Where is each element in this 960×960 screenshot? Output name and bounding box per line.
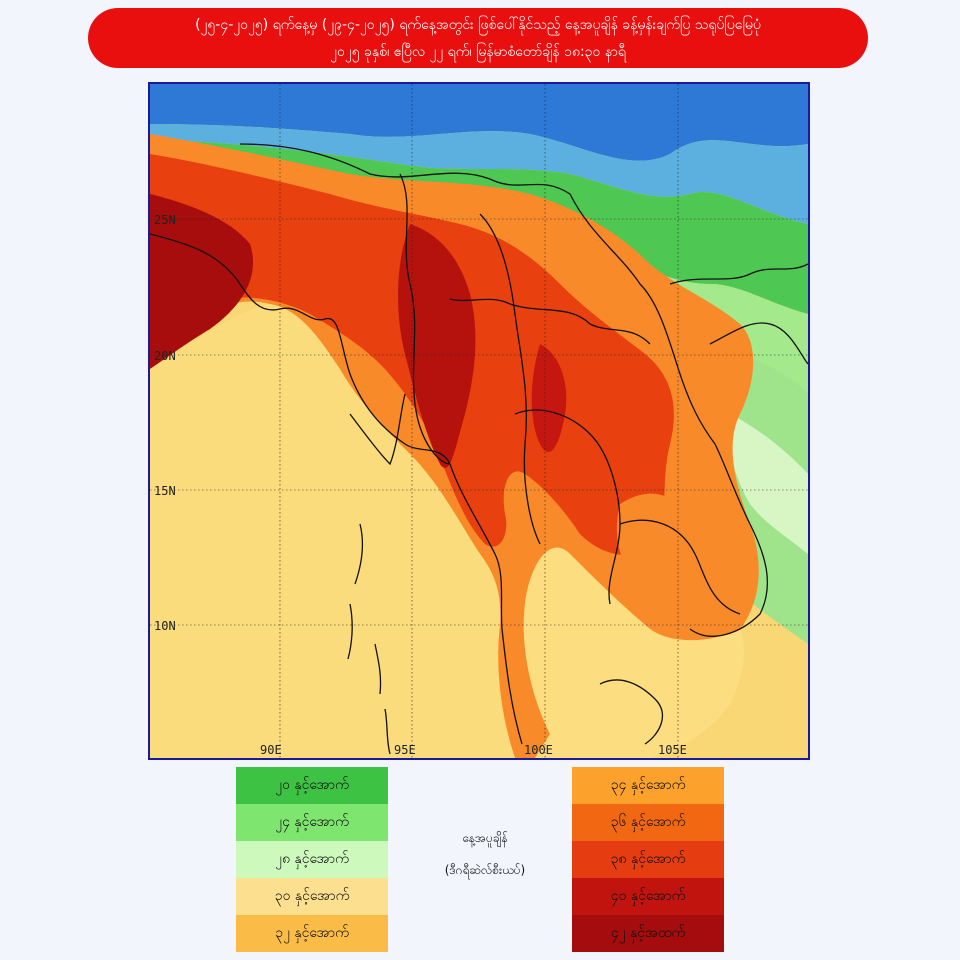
cold-region-north — [150, 84, 808, 161]
legend-label: ၂၄ နှင့်အောက် — [275, 814, 349, 830]
forecast-title: (၂၅-၄-၂၀၂၅) ရက်နေ့မှ (၂၉-၄-၂၀၂၅) ရက်နေ့အ… — [195, 17, 761, 33]
legend-swatch: ၃၄ နှင့်အောက် — [572, 767, 724, 804]
cambodia-green — [616, 493, 693, 584]
legend-label: ၄၂ နှင့်အထက် — [610, 925, 686, 941]
legend-unit: (ဒီဂရီဆဲလ်စီးယပ်) — [444, 863, 526, 877]
gulf-of-thailand — [523, 547, 745, 758]
legend-swatch: ၄၀ နှင့်အောက် — [572, 878, 724, 915]
legend-swatch: ၂၄ နှင့်အောက် — [236, 804, 388, 841]
legend-heading: နေ့အပူချိန် — [462, 831, 508, 845]
legend-label: ၄၀ နှင့်အောက် — [610, 888, 686, 904]
lat-label-25n: 25N — [154, 213, 176, 227]
lat-label-20n: 20N — [154, 349, 176, 363]
bay-of-bengal — [150, 304, 515, 758]
coastline-borders — [150, 143, 808, 755]
lon-label-105e: 105E — [658, 743, 687, 757]
legend-label: ၂၈ နှင့်အောက် — [275, 851, 349, 867]
legend-swatch: ၃၆ နှင့်အောက် — [572, 804, 724, 841]
legend-label: ၃၀ နှင့်အောက် — [274, 888, 350, 904]
issue-datetime: ၂၀၂၅ ခုနှစ်၊ ဧပြီလ ၂၂ ရက်၊ မြန်မာစံတော်ခ… — [330, 44, 626, 60]
legend-label: ၃၈ နှင့်အောက် — [610, 851, 686, 867]
lat-label-10n: 10N — [154, 619, 176, 633]
legend-swatch: ၄၂ နှင့်အထက် — [572, 915, 724, 952]
lon-label-95e: 95E — [394, 743, 416, 757]
graticule — [150, 84, 808, 758]
legend-swatch: ၃၈ နှင့်အောက် — [572, 841, 724, 878]
lon-label-100e: 100E — [524, 743, 553, 757]
cool-band-blue — [150, 124, 808, 224]
hot-region-dark-myanmar — [398, 224, 476, 468]
legend-title: နေ့အပူချိန် (ဒီဂရီဆဲလ်စီးယပ်) — [410, 830, 560, 894]
lat-label-15n: 15N — [154, 484, 176, 498]
legend-label: ၃၆ နှင့်အောက် — [610, 814, 686, 830]
title-banner: (၂၅-၄-၂၀၂၅) ရက်နေ့မှ (၂၉-၄-၂၀၂၅) ရက်နေ့အ… — [88, 8, 868, 68]
lon-label-90e: 90E — [260, 743, 282, 757]
legend-swatch: ၂၈ နှင့်အောက် — [236, 841, 388, 878]
temperature-map: 25N 20N 15N 10N 90E 95E 100E 105E — [148, 82, 810, 760]
legend-label: ၂၀ နှင့်အောက် — [275, 777, 349, 793]
legend-label: ၃၂ နှင့်အောက် — [275, 925, 349, 941]
legend-label: ၃၄ နှင့်အောက် — [610, 777, 686, 793]
legend-swatch: ၂၀ နှင့်အောက် — [236, 767, 388, 804]
map-canvas: 25N 20N 15N 10N 90E 95E 100E 105E — [150, 84, 808, 758]
legend-swatch: ၃၀ နှင့်အောက် — [236, 878, 388, 915]
legend-swatch: ၃၂ နှင့်အောက် — [236, 915, 388, 952]
vietnam-pale — [728, 414, 808, 554]
hot-region-dark-west — [150, 194, 254, 369]
hot-region-dark-central — [531, 344, 567, 453]
